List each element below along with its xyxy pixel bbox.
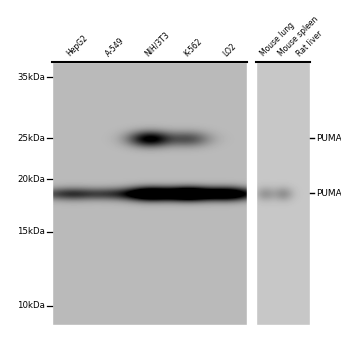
Text: HepG2: HepG2 [65, 33, 90, 58]
Text: PUMA: PUMA [316, 134, 341, 143]
Text: 20kDa: 20kDa [17, 175, 45, 184]
Text: Rat liver: Rat liver [295, 29, 324, 58]
Text: PUMA: PUMA [316, 189, 341, 198]
Text: NIH/3T3: NIH/3T3 [143, 30, 171, 58]
Text: Mouse lung: Mouse lung [258, 21, 296, 58]
Bar [310, 62, 341, 325]
Text: 25kDa: 25kDa [17, 134, 45, 143]
Text: K-562: K-562 [182, 36, 204, 58]
Bar [0, 0, 341, 62]
Text: Mouse spleen: Mouse spleen [277, 15, 320, 58]
Text: 15kDa: 15kDa [17, 227, 45, 236]
Text: 35kDa: 35kDa [17, 72, 45, 82]
Bar [0, 325, 341, 350]
Bar [247, 57, 256, 330]
Text: LO2: LO2 [221, 41, 238, 58]
Text: 10kDa: 10kDa [17, 301, 45, 310]
Text: A-549: A-549 [104, 36, 127, 58]
Bar [0, 62, 52, 325]
